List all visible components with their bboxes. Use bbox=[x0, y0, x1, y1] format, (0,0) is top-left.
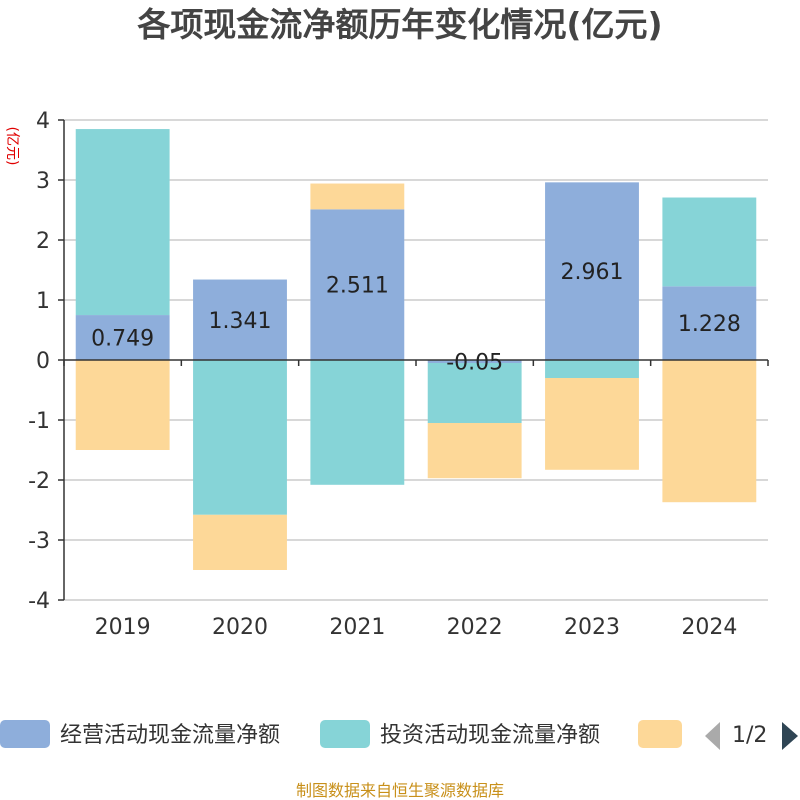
data-source-note: 制图数据来自恒生聚源数据库 bbox=[296, 781, 504, 800]
data-label: 0.749 bbox=[91, 327, 154, 352]
bar-series1-2024[interactable] bbox=[662, 286, 757, 360]
bar-series2-2020[interactable] bbox=[193, 360, 287, 515]
axes: -4 -3 -2 -1 0 1 2 3 4 2019 2020 2021 2022 2023 2024 bbox=[28, 109, 769, 640]
data-label: 2.511 bbox=[326, 274, 389, 299]
bar-series3-2023[interactable] bbox=[545, 378, 639, 470]
legend-prev-arrow-icon[interactable] bbox=[705, 722, 720, 750]
bar-series2-2022[interactable] bbox=[427, 363, 522, 423]
legend-label-investing[interactable]: 投资活动现金流量净额 bbox=[380, 723, 600, 748]
legend-swatch-investing[interactable] bbox=[320, 720, 370, 748]
grid-lines bbox=[64, 119, 768, 601]
y-tick-label: 1 bbox=[36, 289, 50, 314]
legend-next-arrow-icon[interactable] bbox=[782, 722, 798, 750]
bar-series1-2021[interactable] bbox=[310, 209, 405, 360]
y-tick-label: -3 bbox=[28, 529, 50, 554]
legend-page-indicator: 1/2 bbox=[732, 723, 767, 748]
data-label: 1.341 bbox=[209, 309, 272, 334]
bar-series3-2021[interactable] bbox=[310, 183, 405, 210]
y-axis-unit: (亿元) bbox=[4, 127, 20, 166]
x-tick-label: 2019 bbox=[95, 615, 151, 640]
bar-series bbox=[75, 129, 757, 570]
x-tick-label: 2022 bbox=[447, 615, 503, 640]
bar-series1-2020[interactable] bbox=[193, 279, 287, 360]
legend-swatch-financing[interactable] bbox=[638, 720, 682, 748]
x-tick-label: 2021 bbox=[329, 615, 385, 640]
bar-series3-2022[interactable] bbox=[427, 423, 522, 479]
bar-series1-2019[interactable] bbox=[75, 315, 170, 360]
y-tick-label: -1 bbox=[28, 409, 50, 434]
chart-title: 各项现金流净额历年变化情况(亿元) bbox=[136, 5, 662, 44]
bar-series2-2024[interactable] bbox=[662, 197, 757, 287]
legend-label-operating[interactable]: 经营活动现金流量净额 bbox=[60, 723, 280, 748]
data-label: 2.961 bbox=[561, 260, 624, 285]
y-tick-label: 0 bbox=[36, 349, 50, 374]
data-label: 1.228 bbox=[678, 312, 741, 337]
x-tick-label: 2024 bbox=[681, 615, 737, 640]
bar-series1-2023[interactable] bbox=[545, 182, 639, 360]
bar-series1-2022[interactable] bbox=[427, 360, 522, 363]
bar-series2-2023[interactable] bbox=[545, 360, 639, 378]
bar-series2-2021[interactable] bbox=[310, 360, 405, 485]
y-tick-label: 3 bbox=[36, 169, 50, 194]
bar-series3-2019[interactable] bbox=[75, 360, 170, 450]
x-tick-label: 2020 bbox=[212, 615, 268, 640]
legend: 经营活动现金流量净额 投资活动现金流量净额 1/2 bbox=[0, 720, 798, 750]
bar-series3-2024[interactable] bbox=[662, 360, 757, 503]
x-tick-label: 2023 bbox=[564, 615, 620, 640]
value-labels: 0.749 1.341 2.511 -0.05 2.961 1.228 bbox=[91, 260, 741, 375]
y-tick-label: 4 bbox=[36, 109, 50, 134]
data-label: -0.05 bbox=[446, 351, 503, 376]
bar-series2-2019[interactable] bbox=[75, 129, 170, 316]
y-tick-label: 2 bbox=[36, 229, 50, 254]
y-tick-label: -4 bbox=[28, 589, 50, 614]
bar-series3-2020[interactable] bbox=[193, 514, 287, 570]
legend-swatch-operating[interactable] bbox=[0, 720, 50, 748]
y-tick-label: -2 bbox=[28, 469, 50, 494]
